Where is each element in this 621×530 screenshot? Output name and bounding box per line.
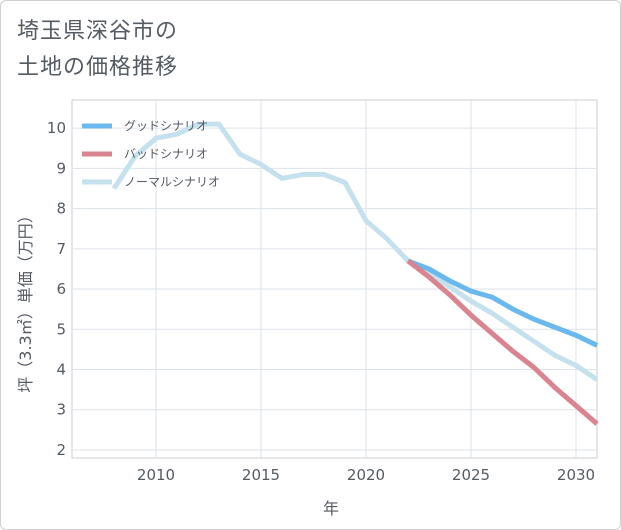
plot-area	[71, 99, 598, 459]
y-axis-title: 坪（3.3㎡）単価（万円）	[16, 207, 35, 392]
legend-label-2: ノーマルシナリオ	[124, 175, 220, 189]
series-line-0	[407, 258, 599, 348]
legend-label-0: グッドシナリオ	[124, 119, 208, 133]
y-tick-label: 9	[56, 159, 66, 177]
chart-title-line-1: 埼玉県深谷市の	[17, 19, 179, 44]
y-tick-label: 2	[56, 441, 66, 459]
chart-title-line-2: 土地の価格推移	[17, 55, 179, 80]
series-line-2	[111, 121, 599, 382]
y-tick-labels: 2 3 4 5 6 7 8 9 10	[47, 119, 66, 459]
x-tick-label: 2010	[137, 466, 175, 484]
x-tick-labels: 2010 2015 2020 2025 2030	[137, 466, 595, 484]
series-line-1	[406, 258, 599, 426]
x-tick-label: 2030	[557, 466, 595, 484]
y-tick-label: 5	[56, 320, 66, 338]
series-lines	[111, 121, 599, 426]
x-tick-label: 2020	[347, 466, 385, 484]
x-axis-title: 年	[323, 499, 339, 518]
y-tick-label: 8	[56, 200, 66, 218]
y-tick-label: 7	[56, 240, 66, 258]
y-tick-label: 3	[56, 401, 66, 419]
grid-lines	[72, 100, 597, 458]
y-tick-label: 6	[56, 280, 66, 298]
y-tick-label: 10	[47, 119, 66, 137]
chart-title: 埼玉県深谷市の 土地の価格推移	[17, 14, 178, 86]
y-tick-label: 4	[56, 361, 66, 379]
legend-label-1: バッドシナリオ	[124, 147, 208, 161]
x-tick-label: 2025	[452, 466, 490, 484]
x-tick-label: 2015	[242, 466, 280, 484]
